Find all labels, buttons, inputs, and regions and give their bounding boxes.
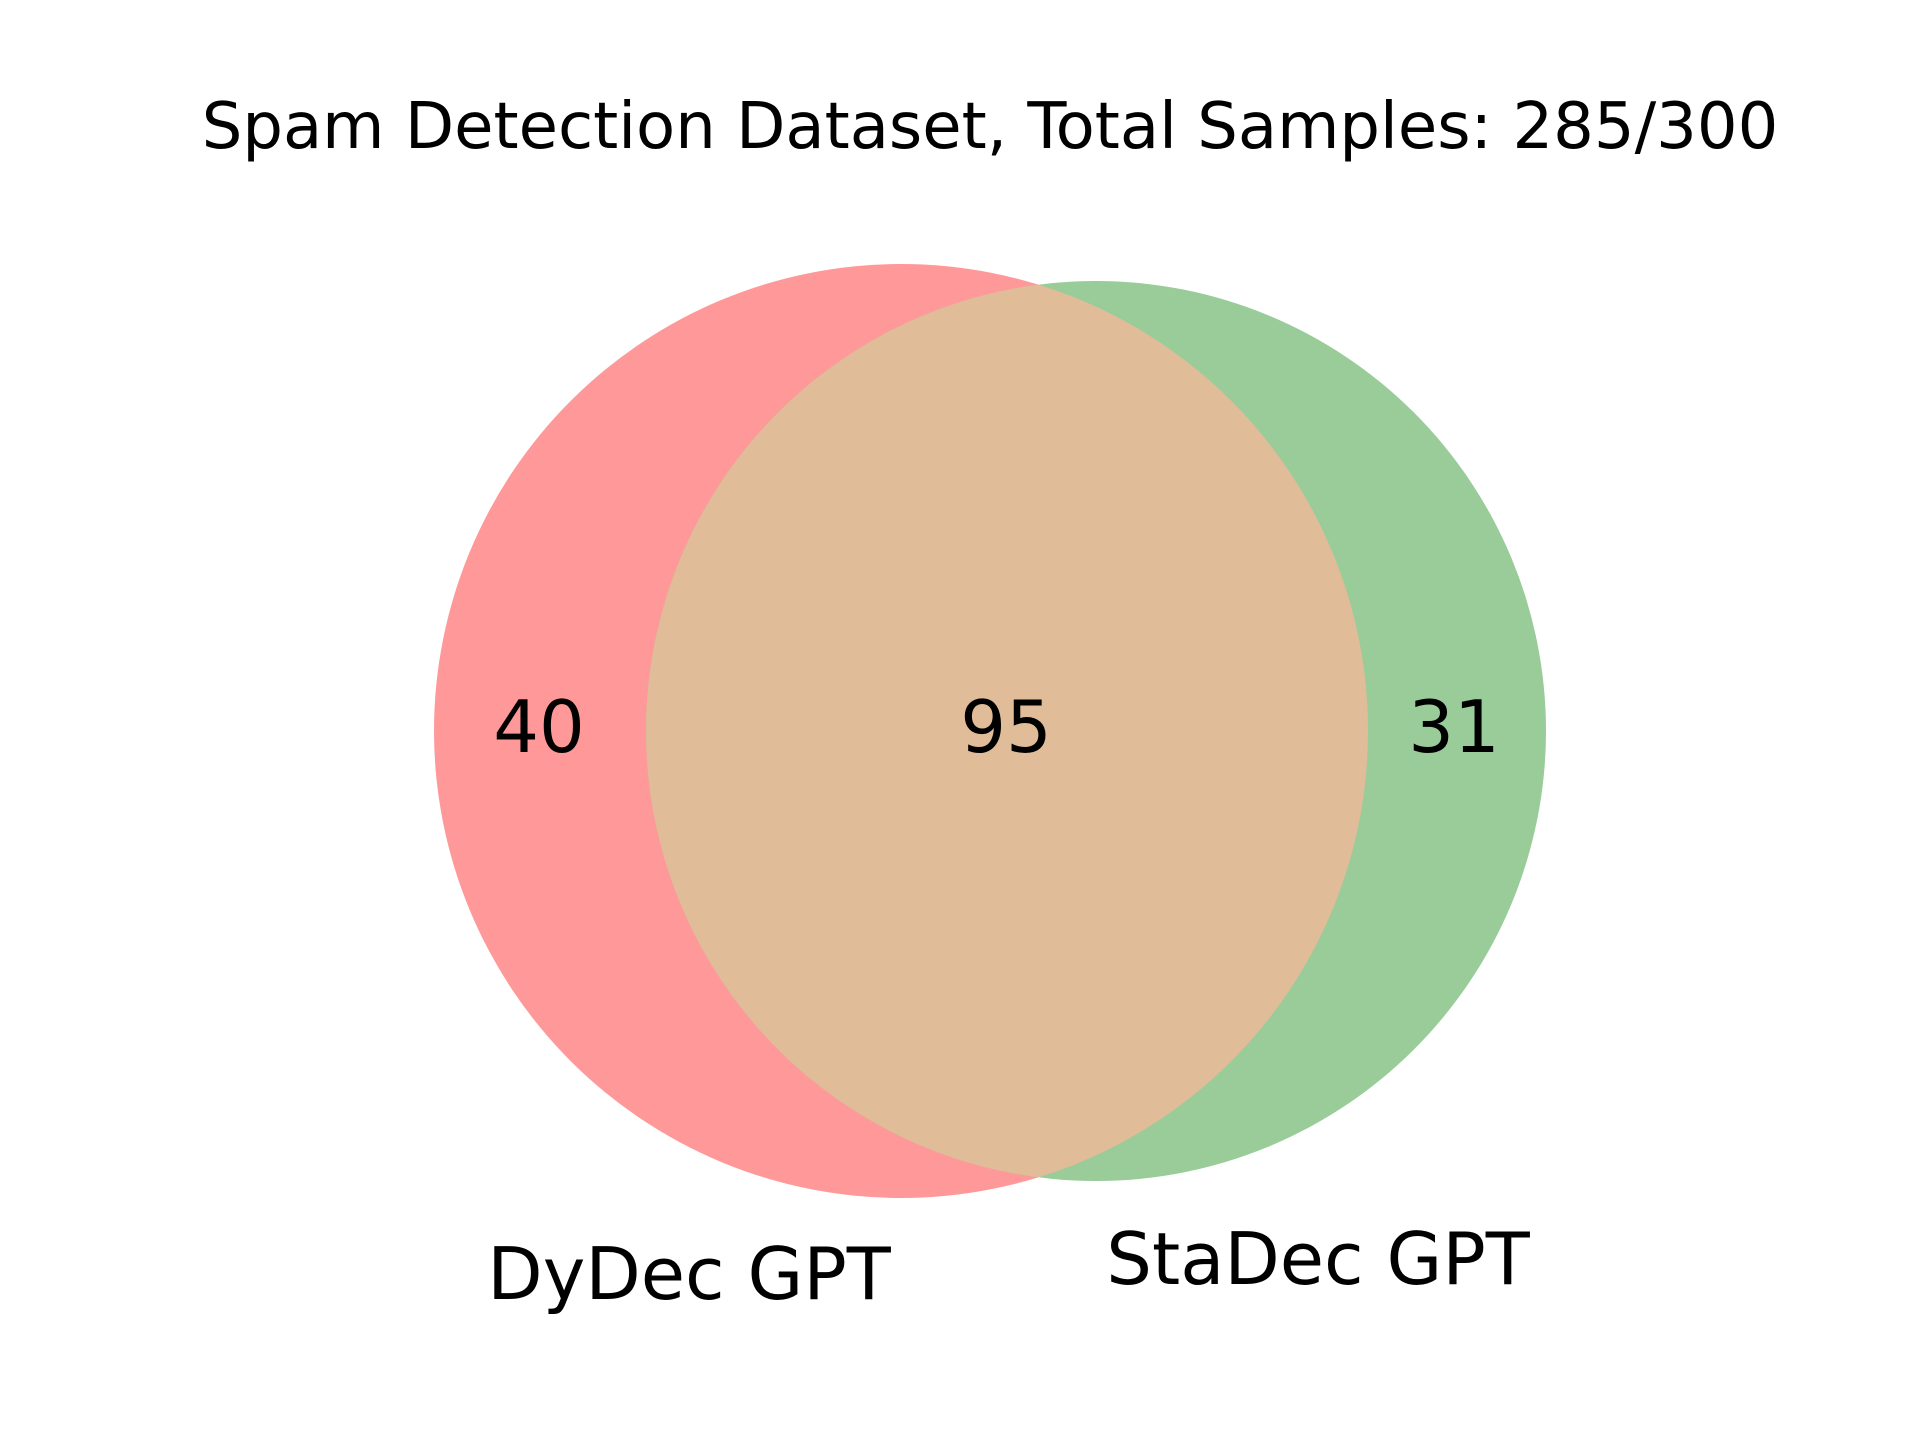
count-intersection: 95: [960, 685, 1052, 769]
count-only-stadec-gpt: 31: [1408, 685, 1500, 769]
set-label-dydec-gpt: DyDec GPT: [487, 1232, 891, 1316]
chart-title: Spam Detection Dataset, Total Samples: 2…: [202, 90, 1779, 164]
count-only-dydec-gpt: 40: [493, 685, 585, 769]
set-label-stadec-gpt: StaDec GPT: [1106, 1217, 1530, 1301]
